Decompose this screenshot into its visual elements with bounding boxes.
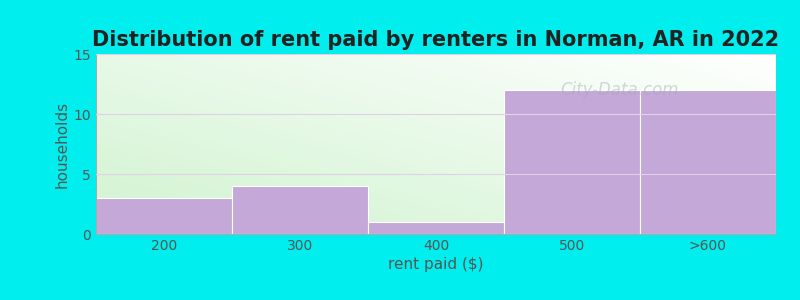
Bar [232, 186, 368, 234]
Y-axis label: households: households [54, 100, 70, 188]
Bar [640, 90, 776, 234]
Text: City-Data.com: City-Data.com [560, 81, 679, 99]
Bar [96, 198, 232, 234]
X-axis label: rent paid ($): rent paid ($) [388, 257, 484, 272]
Title: Distribution of rent paid by renters in Norman, AR in 2022: Distribution of rent paid by renters in … [93, 30, 779, 50]
Bar [504, 90, 640, 234]
Bar [368, 222, 504, 234]
